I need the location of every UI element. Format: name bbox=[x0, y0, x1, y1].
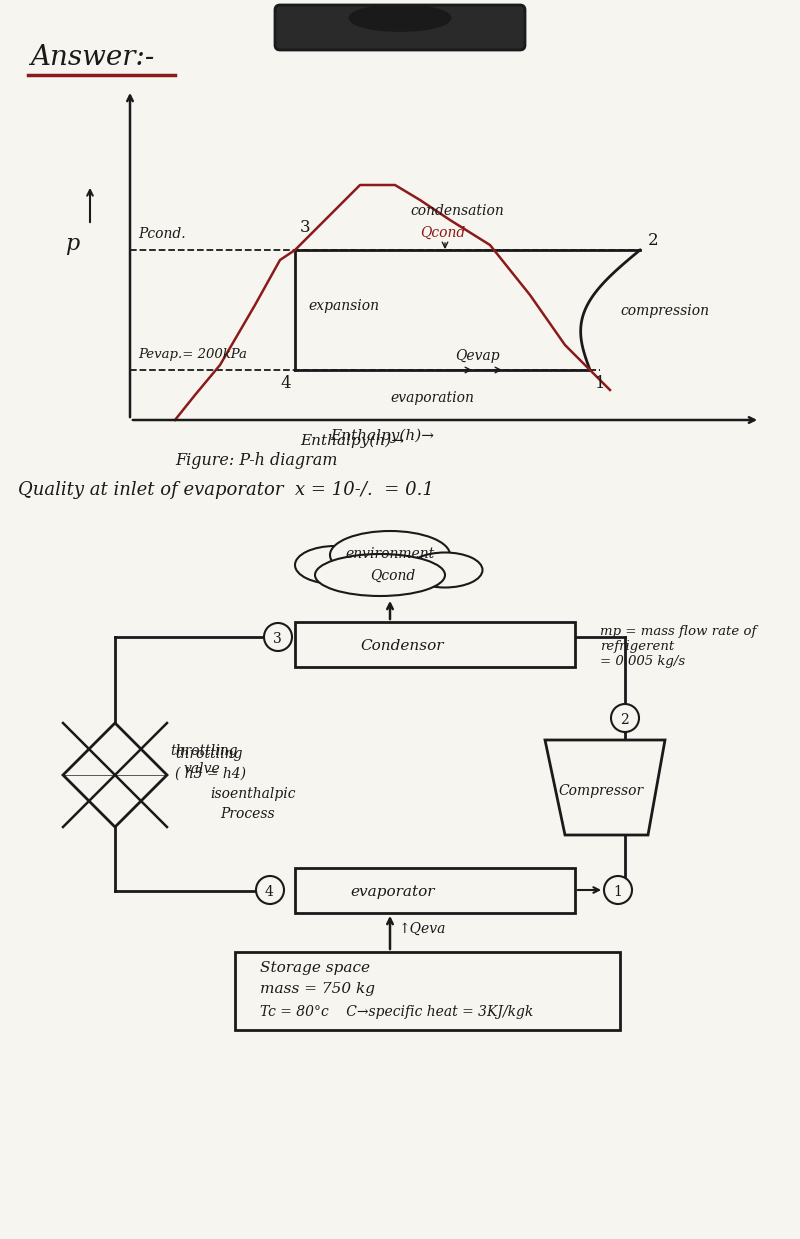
Text: Enthalpy(h)→: Enthalpy(h)→ bbox=[330, 429, 434, 444]
Text: Tc = 80°c    C→specific heat = 3KJ/kgk: Tc = 80°c C→specific heat = 3KJ/kgk bbox=[260, 1005, 534, 1018]
Text: Answer:-: Answer:- bbox=[30, 45, 154, 71]
Text: 2: 2 bbox=[648, 232, 658, 249]
Text: mass = 750 kg: mass = 750 kg bbox=[260, 983, 375, 996]
Ellipse shape bbox=[330, 532, 450, 579]
Polygon shape bbox=[545, 740, 665, 835]
Text: p: p bbox=[65, 233, 79, 255]
Text: = 0.005 kg/s: = 0.005 kg/s bbox=[600, 655, 685, 668]
Text: 4: 4 bbox=[280, 375, 290, 392]
FancyBboxPatch shape bbox=[295, 622, 575, 667]
Text: Compressor: Compressor bbox=[558, 784, 643, 798]
Circle shape bbox=[611, 704, 639, 732]
Text: 3: 3 bbox=[273, 632, 282, 646]
Text: Pevap.= 200kPa: Pevap.= 200kPa bbox=[138, 348, 247, 361]
Text: 4: 4 bbox=[265, 885, 274, 900]
Text: compression: compression bbox=[620, 304, 709, 318]
FancyBboxPatch shape bbox=[235, 952, 620, 1030]
Text: 1: 1 bbox=[595, 375, 606, 392]
Text: throttling: throttling bbox=[170, 743, 238, 758]
Text: Qcond: Qcond bbox=[370, 569, 415, 584]
Text: 2: 2 bbox=[620, 712, 629, 727]
Text: expansion: expansion bbox=[308, 299, 379, 313]
Text: isoenthalpic: isoenthalpic bbox=[210, 787, 295, 800]
Ellipse shape bbox=[350, 5, 450, 31]
Text: Quality at inlet of evaporator  x = 10-/.  = 0.1: Quality at inlet of evaporator x = 10-/.… bbox=[18, 481, 434, 499]
FancyBboxPatch shape bbox=[275, 5, 525, 50]
Text: valve: valve bbox=[183, 762, 220, 776]
Text: Qcond: Qcond bbox=[420, 225, 466, 240]
Text: environment: environment bbox=[345, 546, 434, 561]
Text: ↑Qeva: ↑Qeva bbox=[398, 922, 446, 935]
FancyBboxPatch shape bbox=[295, 869, 575, 913]
Text: evaporation: evaporation bbox=[390, 392, 474, 405]
Circle shape bbox=[604, 876, 632, 904]
Text: Process: Process bbox=[220, 807, 274, 821]
Polygon shape bbox=[63, 724, 167, 826]
Ellipse shape bbox=[315, 554, 445, 596]
Circle shape bbox=[264, 623, 292, 650]
Text: evaporator: evaporator bbox=[350, 885, 434, 900]
Text: 1: 1 bbox=[613, 885, 622, 900]
Text: Condensor: Condensor bbox=[360, 639, 443, 653]
Text: 3: 3 bbox=[300, 219, 310, 235]
Text: Enthalpy(h)→: Enthalpy(h)→ bbox=[300, 434, 404, 449]
Text: throttling: throttling bbox=[175, 747, 242, 761]
Ellipse shape bbox=[407, 553, 482, 587]
Text: ( h3 = h4): ( h3 = h4) bbox=[175, 767, 246, 781]
Text: Storage space: Storage space bbox=[260, 961, 370, 975]
Text: mp = mass flow rate of: mp = mass flow rate of bbox=[600, 624, 756, 638]
Text: condensation: condensation bbox=[410, 204, 504, 218]
Text: Pcond.: Pcond. bbox=[138, 227, 186, 242]
Circle shape bbox=[256, 876, 284, 904]
Text: Qevap: Qevap bbox=[455, 349, 500, 363]
Text: refrigerent: refrigerent bbox=[600, 641, 674, 653]
Ellipse shape bbox=[295, 546, 375, 584]
Text: Figure: P-h diagram: Figure: P-h diagram bbox=[175, 452, 338, 470]
